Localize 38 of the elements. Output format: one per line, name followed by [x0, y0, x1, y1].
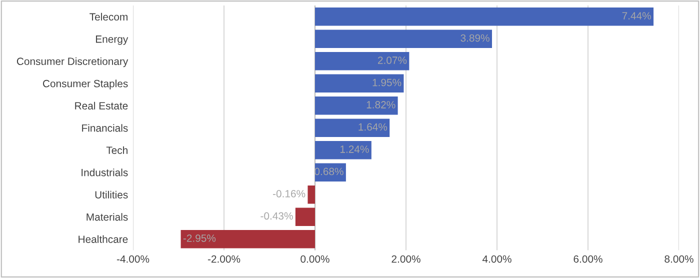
bar [295, 208, 315, 226]
x-tick-label: -2.00% [208, 255, 240, 263]
data-label: -0.16% [272, 190, 306, 198]
bar [315, 118, 390, 137]
y-tick-label: Telecom [90, 12, 128, 21]
x-tick-label: 0.00% [300, 255, 330, 263]
x-tick-label: 8.00% [664, 255, 694, 263]
y-tick-label: Real Estate [75, 102, 128, 110]
x-tick-label: -4.00% [116, 255, 150, 263]
data-label: -0.43% [260, 212, 293, 220]
bar [315, 96, 398, 115]
data-label: 3.89% [460, 34, 490, 42]
y-tick-label: Energy [96, 36, 128, 45]
data-label: 1.24% [340, 146, 369, 153]
bar [315, 30, 492, 48]
data-label: 1.82% [366, 101, 396, 108]
data-label: 1.64% [358, 123, 388, 131]
y-tick-label: Consumer Discretionary [16, 57, 128, 68]
y-tick-label: Tech [106, 146, 128, 154]
x-tick-label: 6.00% [574, 255, 602, 263]
x-tick-label: 2.00% [392, 255, 420, 263]
bar [315, 74, 404, 93]
y-tick-label: Utilities [95, 190, 128, 198]
bar [180, 230, 315, 248]
y-tick-label: Materials [86, 213, 128, 221]
bar [308, 185, 315, 204]
data-label: 2.07% [378, 56, 407, 64]
x-tick-label: 4.00% [482, 255, 512, 263]
y-tick-label: Consumer Staples [42, 80, 128, 90]
y-tick-label: Healthcare [78, 235, 128, 243]
y-tick-label: Financials [82, 124, 128, 132]
data-label: 1.95% [372, 78, 402, 86]
data-label: -2.95% [183, 234, 216, 242]
bar [315, 8, 654, 26]
bar [315, 141, 372, 160]
y-tick-label: Industrials [82, 168, 128, 176]
bar [315, 52, 410, 70]
data-label: 7.44% [622, 12, 651, 20]
